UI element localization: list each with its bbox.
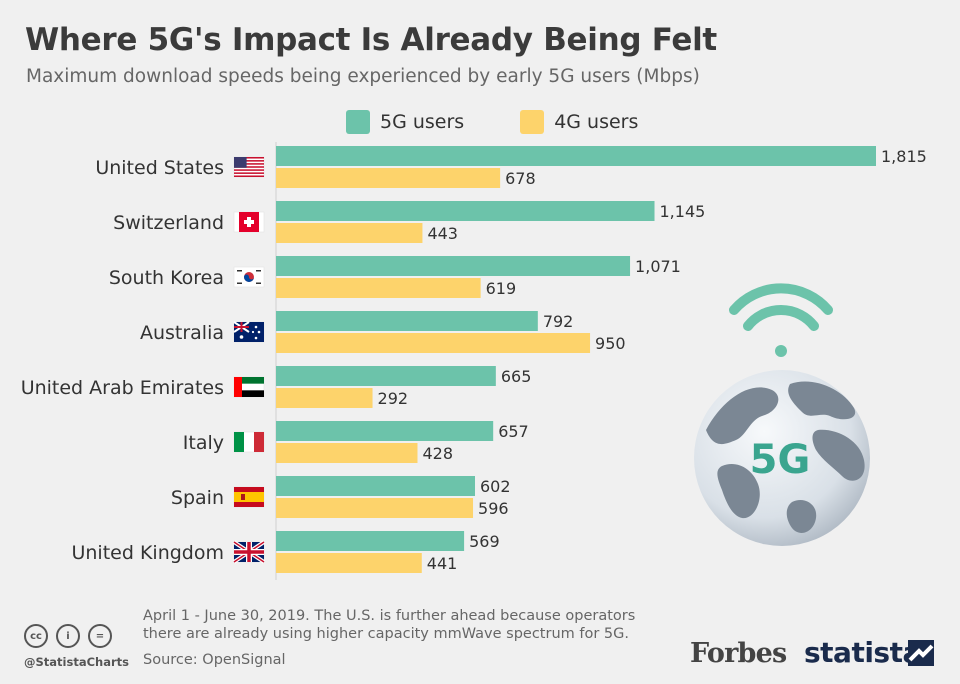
bar-5g: [276, 531, 465, 551]
data-label: 428: [422, 444, 453, 463]
bar-5g: [276, 421, 494, 441]
south-korea-flag-icon: [233, 266, 265, 288]
australia-flag-icon: [233, 321, 265, 343]
bar-5g: [276, 256, 631, 276]
footnote-line-1: April 1 - June 30, 2019. The U.S. is fur…: [143, 608, 636, 624]
source-note: Source: OpenSignal: [143, 652, 286, 668]
category-label: United Arab Emirates: [21, 377, 224, 399]
bar-4g: [276, 388, 373, 408]
category-label: Switzerland: [113, 212, 224, 234]
uk-flag-icon: [232, 540, 266, 564]
statista-handle: @StatistaCharts: [24, 655, 129, 669]
data-label: 292: [378, 389, 409, 408]
category-label: South Korea: [109, 267, 224, 289]
category-label: Australia: [140, 322, 224, 344]
data-label: 602: [480, 477, 511, 496]
legend-item-4g: 4G users: [520, 110, 638, 134]
category-label: Italy: [183, 432, 224, 454]
category-label: United States: [95, 157, 224, 179]
statista-logo-icon: [908, 640, 934, 666]
footnote-line-2: there are already using higher capacity …: [143, 626, 629, 642]
data-label: 1,071: [635, 257, 681, 276]
switzerland-flag-icon: [233, 211, 265, 233]
bar-4g: [276, 553, 422, 573]
data-label: 950: [595, 334, 626, 353]
legend-label-4g: 4G users: [554, 111, 639, 133]
category-label: Spain: [171, 487, 224, 509]
license-icons: cc i =: [24, 624, 120, 648]
data-label: 619: [486, 279, 517, 298]
data-label: 678: [505, 169, 536, 188]
us-flag-icon: [233, 156, 265, 178]
legend-label-5g: 5G users: [380, 111, 465, 133]
page-subtitle: Maximum download speeds being experience…: [26, 66, 700, 87]
data-label: 665: [501, 367, 532, 386]
data-label: 596: [478, 499, 509, 518]
bar-5g: [276, 146, 876, 166]
bar-4g: [276, 333, 591, 353]
bar-4g: [276, 223, 423, 243]
data-label: 792: [543, 312, 574, 331]
category-label: United Kingdom: [71, 542, 224, 564]
data-label: 569: [469, 532, 500, 551]
data-label: 1,815: [881, 147, 927, 166]
by-icon: i: [56, 624, 80, 648]
bar-4g: [276, 443, 418, 463]
data-label: 657: [498, 422, 529, 441]
legend-swatch-5g: [346, 110, 370, 134]
wifi-icon: [729, 283, 833, 357]
nd-icon: =: [88, 624, 112, 648]
cc-icon: cc: [24, 624, 48, 648]
page-title: Where 5G's Impact Is Already Being Felt: [25, 22, 717, 58]
bar-5g: [276, 476, 476, 496]
uae-flag-icon: [233, 376, 265, 398]
data-label: 441: [427, 554, 458, 573]
globe-illustration: 5G: [692, 280, 872, 554]
bar-4g: [276, 498, 474, 518]
chart-legend: 5G users 4G users: [346, 110, 694, 134]
statista-logo: statista: [804, 636, 921, 669]
bar-5g: [276, 366, 496, 386]
globe-5g-label: 5G: [750, 437, 811, 483]
legend-swatch-4g: [520, 110, 545, 134]
forbes-logo: Forbes: [690, 638, 787, 669]
footnote: April 1 - June 30, 2019. The U.S. is fur…: [143, 607, 663, 643]
bar-5g: [276, 201, 655, 221]
legend-item-5g: 5G users: [346, 110, 464, 134]
bar-5g: [276, 311, 538, 331]
bar-4g: [276, 168, 501, 188]
italy-flag-icon: [233, 431, 265, 453]
data-label: 1,145: [660, 202, 706, 221]
data-label: 443: [427, 224, 458, 243]
spain-flag-icon: [233, 486, 265, 508]
bar-4g: [276, 278, 481, 298]
globe-icon: [694, 370, 870, 546]
